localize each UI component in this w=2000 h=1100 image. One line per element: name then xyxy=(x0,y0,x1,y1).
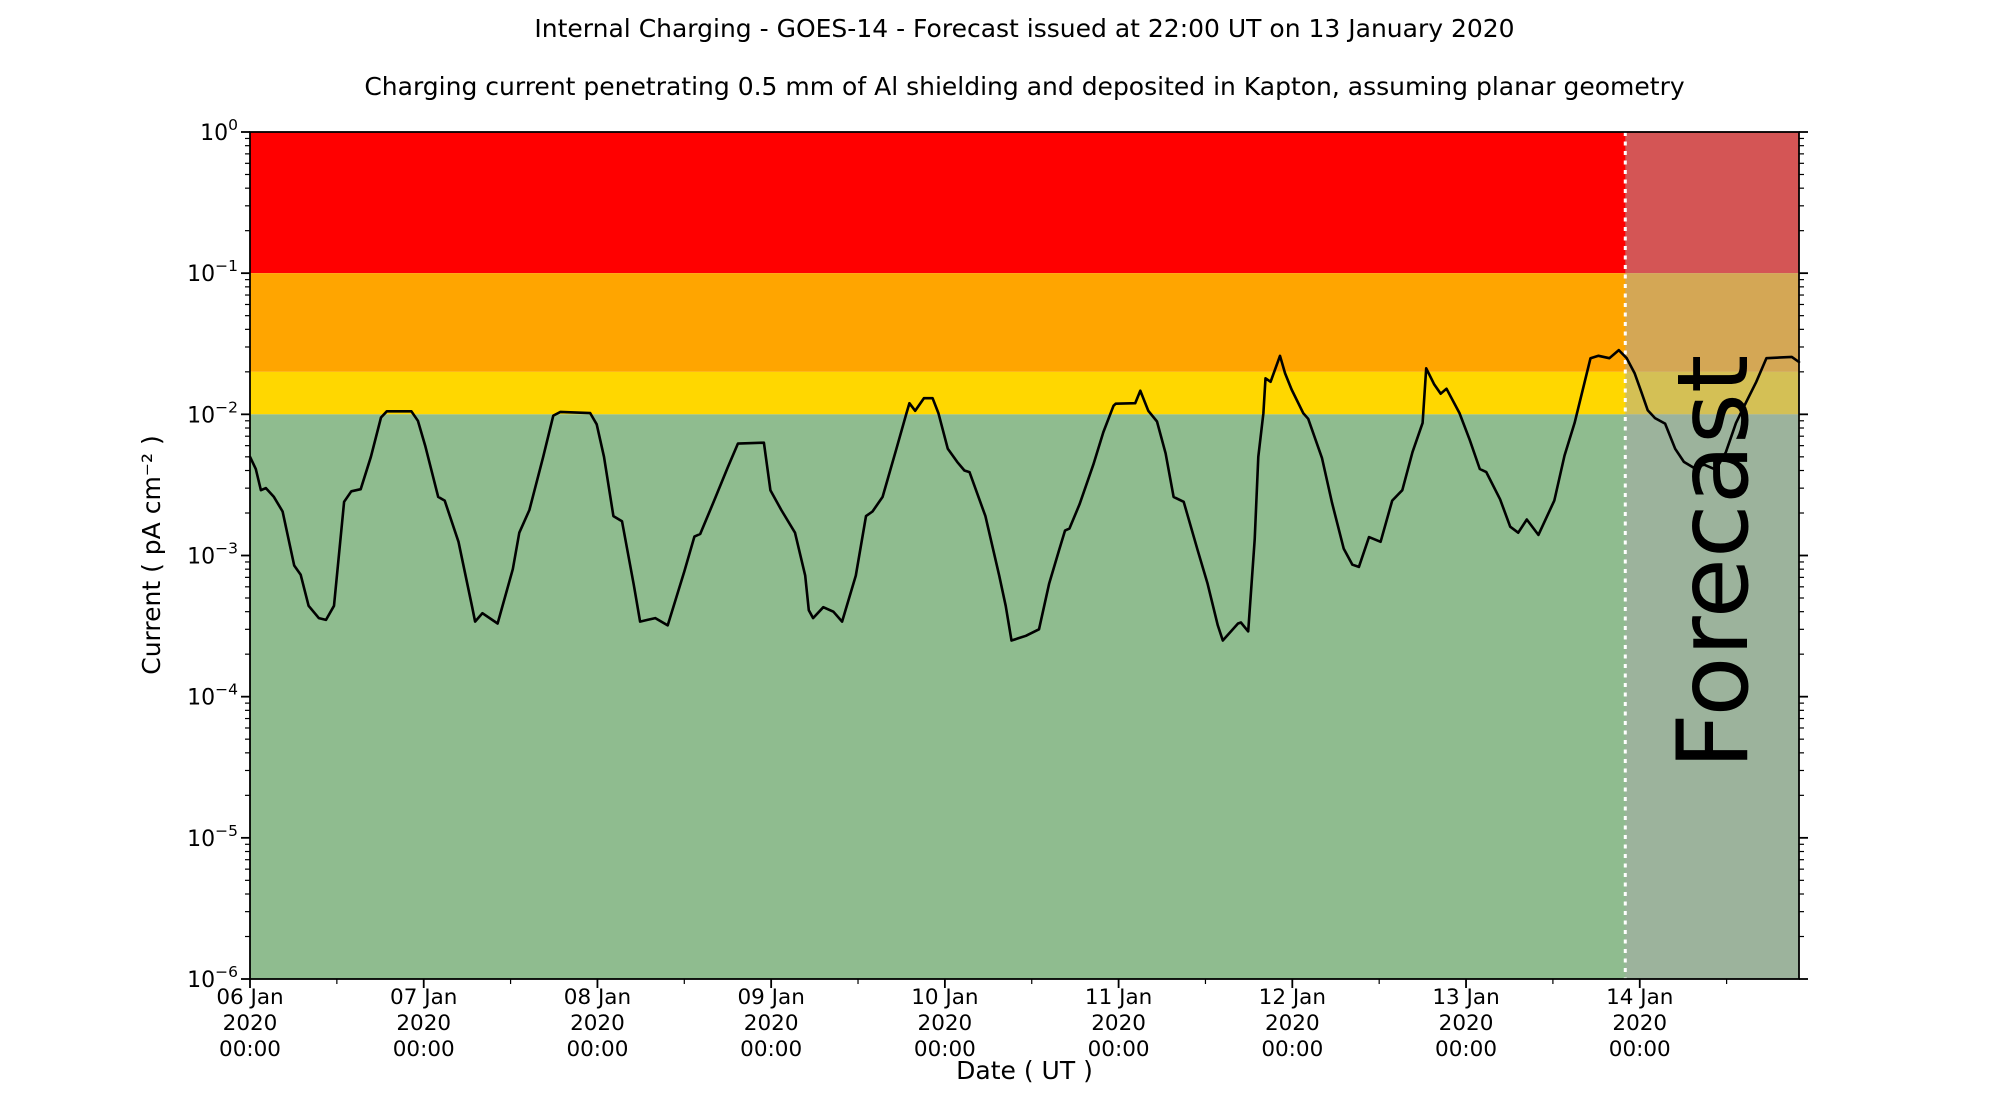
x-tick-label: 12 Jan xyxy=(1259,985,1326,1010)
chart-title: Internal Charging - GOES-14 - Forecast i… xyxy=(534,14,1515,43)
x-tick-label: 06 Jan xyxy=(216,985,283,1010)
y-tick-label: 10−5 xyxy=(187,822,238,852)
x-tick-label: 10 Jan xyxy=(911,985,978,1010)
x-tick-label: 00:00 xyxy=(914,1037,976,1062)
x-tick-label: 00:00 xyxy=(566,1037,628,1062)
x-tick-label: 00:00 xyxy=(1088,1037,1150,1062)
x-tick-label: 2020 xyxy=(1612,1011,1667,1036)
series-lines xyxy=(248,348,1801,642)
x-axis-label: Date ( UT ) xyxy=(956,1056,1093,1085)
forecast-region: Forecast xyxy=(1623,132,1799,979)
band-yellow xyxy=(250,371,1799,415)
axis-ticks xyxy=(241,131,1808,988)
y-tick-label: 10−4 xyxy=(187,681,238,711)
x-tick-label: 2020 xyxy=(744,1011,799,1036)
x-tick-label: 00:00 xyxy=(740,1037,802,1062)
x-tick-label: 2020 xyxy=(223,1011,278,1036)
y-tick-label: 100 xyxy=(200,116,238,146)
x-tick-label: 00:00 xyxy=(393,1037,455,1062)
x-tick-label: 2020 xyxy=(1439,1011,1494,1036)
band-green xyxy=(250,414,1799,979)
x-tick-label: 2020 xyxy=(918,1011,973,1036)
threshold-bands xyxy=(250,132,1799,979)
x-tick-label: 13 Jan xyxy=(1432,985,1499,1010)
y-tick-label: 10−6 xyxy=(187,963,238,993)
x-tick-label: 07 Jan xyxy=(390,985,457,1010)
x-tick-label: 2020 xyxy=(396,1011,451,1036)
x-tick-label: 09 Jan xyxy=(737,985,804,1010)
x-tick-label: 2020 xyxy=(1265,1011,1320,1036)
x-tick-label: 14 Jan xyxy=(1606,985,1673,1010)
x-tick-label: 08 Jan xyxy=(564,985,631,1010)
band-orange xyxy=(250,273,1799,372)
y-axis-label: Current ( pA cm⁻² ) xyxy=(137,435,166,675)
series-charging-current xyxy=(248,348,1801,642)
x-tick-label: 00:00 xyxy=(219,1037,281,1062)
x-tick-label: 2020 xyxy=(570,1011,625,1036)
x-tick-label: 11 Jan xyxy=(1085,985,1152,1010)
chart-subtitle: Charging current penetrating 0.5 mm of A… xyxy=(364,72,1685,101)
forecast-overlay xyxy=(1625,132,1799,979)
y-tick-label: 10−2 xyxy=(187,398,238,428)
y-tick-label: 10−1 xyxy=(187,257,238,287)
y-tick-label: 10−3 xyxy=(187,540,238,570)
x-tick-label: 2020 xyxy=(1091,1011,1146,1036)
x-tick-label: 00:00 xyxy=(1609,1037,1671,1062)
x-tick-label: 00:00 xyxy=(1261,1037,1323,1062)
band-red xyxy=(250,132,1799,274)
x-tick-label: 00:00 xyxy=(1435,1037,1497,1062)
forecast-watermark: Forecast xyxy=(1657,355,1771,770)
